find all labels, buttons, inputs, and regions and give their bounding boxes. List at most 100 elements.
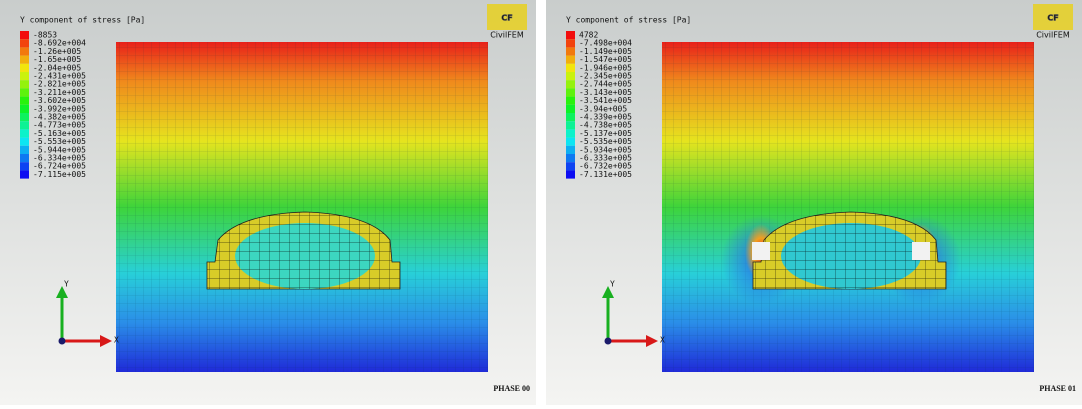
legend-swatch: [20, 88, 29, 97]
axis-x-label: X: [660, 336, 665, 345]
axis-x-head: [646, 335, 658, 347]
plot-title: Y component of stress [Pa]: [20, 16, 145, 25]
inclusion-mesh: [753, 212, 946, 289]
axis-y-head: [56, 286, 68, 298]
mesh: [116, 42, 488, 372]
legend-swatch: [566, 63, 575, 72]
legend-swatch: [20, 170, 29, 179]
axis-y-label: Y: [64, 280, 69, 289]
legend-label: -4.382e+005: [33, 113, 86, 122]
panel: Y component of stress [Pa] 4782-7.498e+00…: [546, 0, 1082, 405]
legend-label: -5.163e+005: [33, 129, 86, 138]
legend-swatch: [20, 96, 29, 105]
legend-label: 4782: [579, 31, 598, 40]
legend-swatch: [566, 55, 575, 64]
axis-y-head: [602, 286, 614, 298]
excavation: [752, 242, 770, 260]
legend-swatch: [566, 113, 575, 122]
logo-text: CivilFEM: [490, 31, 524, 40]
legend-swatch: [566, 145, 575, 154]
legend-swatch: [20, 104, 29, 113]
legend-label: -1.149e+005: [579, 47, 632, 56]
legend-swatch: [566, 72, 575, 81]
legend-swatch: [20, 55, 29, 64]
legend-swatch: [20, 47, 29, 56]
legend-label: -2.744e+005: [579, 80, 632, 89]
legend-label: -2.821e+005: [33, 80, 86, 89]
excavation: [912, 242, 930, 260]
legend-label: -6.724e+005: [33, 162, 86, 171]
legend-swatch: [20, 154, 29, 163]
panel: Y component of stress [Pa] -8853-8.692e+0…: [0, 0, 536, 405]
legend-swatch: [20, 137, 29, 146]
legend-label: -4.738e+005: [579, 121, 632, 130]
legend-swatch: [20, 39, 29, 48]
legend-swatch: [566, 39, 575, 48]
legend-label: -6.334e+005: [33, 154, 86, 163]
legend-label: -6.732e+005: [579, 162, 632, 171]
legend-label: -8853: [33, 31, 57, 40]
legend-label: -3.143e+005: [579, 88, 632, 97]
legend-label: -7.131e+005: [579, 170, 632, 179]
legend-label: -6.333e+005: [579, 154, 632, 163]
legend-swatch: [566, 96, 575, 105]
mesh: [662, 42, 1034, 372]
axis-y-label: Y: [610, 280, 615, 289]
legend-swatch: [20, 31, 29, 40]
legend-label: -1.26e+005: [33, 47, 81, 56]
legend-swatch: [20, 72, 29, 81]
legend-swatch: [20, 145, 29, 154]
legend-swatch: [20, 162, 29, 171]
legend-label: -7.498e+004: [579, 39, 632, 48]
legend-swatch: [20, 121, 29, 130]
legend-swatch: [566, 31, 575, 40]
logo-box: [1033, 4, 1073, 30]
legend-swatch: [20, 113, 29, 122]
legend-label: -3.541e+005: [579, 96, 632, 105]
axis-x-head: [100, 335, 112, 347]
logo-text: CivilFEM: [1036, 31, 1070, 40]
legend-label: -1.65e+005: [33, 55, 81, 64]
phase-label: PHASE 00: [493, 384, 530, 393]
legend-swatch: [566, 154, 575, 163]
legend-swatch: [566, 88, 575, 97]
legend-swatch: [566, 121, 575, 130]
axis-origin: [604, 337, 612, 345]
legend-label: -1.946e+005: [579, 63, 632, 72]
legend-swatch: [566, 170, 575, 179]
legend-label: -5.553e+005: [33, 137, 86, 146]
legend-label: -8.692e+004: [33, 39, 86, 48]
legend-swatch: [566, 137, 575, 146]
legend-label: -4.773e+005: [33, 121, 86, 130]
legend-label: -5.535e+005: [579, 137, 632, 146]
legend-swatch: [20, 80, 29, 89]
legend-label: -2.431e+005: [33, 72, 86, 81]
legend-label: -5.934e+005: [579, 145, 632, 154]
legend-swatch: [566, 47, 575, 56]
logo-mark: CF: [1047, 14, 1058, 23]
legend-swatch: [20, 63, 29, 72]
legend-label: -4.339e+005: [579, 113, 632, 122]
legend-label: -1.547e+005: [579, 55, 632, 64]
legend-swatch: [566, 104, 575, 113]
legend-swatch: [566, 80, 575, 89]
legend-label: -3.94e+005: [579, 104, 627, 113]
legend-label: -2.345e+005: [579, 72, 632, 81]
legend-label: -3.211e+005: [33, 88, 86, 97]
inclusion-mesh: [207, 212, 400, 289]
axis-x-label: X: [114, 336, 119, 345]
legend-label: -5.944e+005: [33, 145, 86, 154]
legend-label: -5.137e+005: [579, 129, 632, 138]
legend-label: -3.992e+005: [33, 104, 86, 113]
legend-swatch: [20, 129, 29, 138]
logo-box: [487, 4, 527, 30]
axis-origin: [58, 337, 66, 345]
phase-label: PHASE 01: [1039, 384, 1076, 393]
logo-mark: CF: [501, 14, 512, 23]
legend-swatch: [566, 162, 575, 171]
legend-label: -7.115e+005: [33, 170, 86, 179]
legend-label: -3.602e+005: [33, 96, 86, 105]
plot-title: Y component of stress [Pa]: [566, 16, 691, 25]
legend-swatch: [566, 129, 575, 138]
